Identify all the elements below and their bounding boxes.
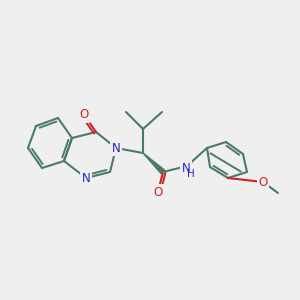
Text: O: O	[80, 109, 88, 122]
Text: N: N	[182, 161, 190, 175]
Text: N: N	[82, 172, 90, 184]
Text: O: O	[153, 185, 163, 199]
Polygon shape	[143, 153, 165, 174]
Text: O: O	[258, 176, 268, 188]
Text: H: H	[187, 169, 195, 179]
Text: N: N	[112, 142, 120, 154]
